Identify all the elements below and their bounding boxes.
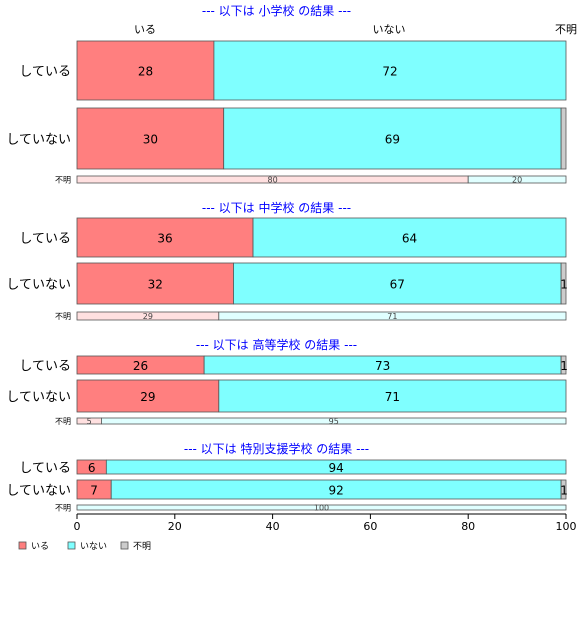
bar-segment <box>223 107 562 170</box>
top-column-label: いない <box>373 23 406 36</box>
data-label: 29 <box>140 390 155 404</box>
panel-title: --- 以下は 特別支援学校 の結果 --- <box>184 441 369 456</box>
data-label: 71 <box>385 390 400 404</box>
data-label: 7 <box>90 484 98 498</box>
top-column-label: いる <box>134 23 156 36</box>
row-label: 不明 <box>55 176 71 185</box>
data-label: 67 <box>390 278 405 292</box>
data-label: 29 <box>143 312 153 321</box>
data-label: 30 <box>143 133 158 147</box>
row-label: 不明 <box>55 312 71 321</box>
legend-swatch <box>67 541 76 550</box>
row-label: していない <box>6 484 71 499</box>
panel-title: --- 以下は 高等学校 の結果 --- <box>196 337 357 352</box>
row-label: していない <box>6 390 71 405</box>
bar-segment <box>76 40 215 101</box>
data-label: 1 <box>560 484 568 498</box>
x-tick-label: 100 <box>556 520 577 533</box>
data-label: 20 <box>512 176 522 185</box>
x-tick-label: 60 <box>363 520 377 533</box>
data-label: 69 <box>385 133 400 147</box>
data-label: 1 <box>560 278 568 292</box>
top-column-label: 不明 <box>555 23 577 36</box>
legend-swatch <box>120 541 129 550</box>
row-label: している <box>19 359 71 374</box>
data-label: 72 <box>382 65 397 79</box>
data-label: 26 <box>133 359 148 373</box>
data-label: 1 <box>560 359 568 373</box>
bar-segment <box>560 262 567 305</box>
legend-label: 不明 <box>133 541 151 552</box>
row-label: している <box>19 65 71 80</box>
data-label: 73 <box>375 359 390 373</box>
data-label: 100 <box>314 504 329 513</box>
x-tick-label: 20 <box>168 520 182 533</box>
data-label: 28 <box>138 65 153 79</box>
x-tick-label: 80 <box>461 520 475 533</box>
row-label: 不明 <box>55 417 71 426</box>
row-label: している <box>19 232 71 247</box>
data-label: 36 <box>157 232 172 246</box>
legend-label: いない <box>80 541 107 552</box>
data-label: 95 <box>329 417 339 426</box>
row-label: 不明 <box>55 504 71 513</box>
bar-segment <box>213 40 567 101</box>
bar-segment <box>218 311 567 321</box>
bar-segment <box>76 262 234 305</box>
data-label: 71 <box>387 312 397 321</box>
x-tick-label: 40 <box>266 520 280 533</box>
data-label: 80 <box>268 176 278 185</box>
bar-segment <box>467 175 567 184</box>
row-label: している <box>19 461 71 476</box>
panel-title: --- 以下は 小学校 の結果 --- <box>202 3 351 18</box>
bar-segment <box>560 479 567 500</box>
bar-segment <box>233 262 562 305</box>
data-label: 92 <box>329 484 344 498</box>
bar-segment <box>560 107 567 170</box>
data-label: 94 <box>329 461 344 475</box>
legend-label: いる <box>31 541 49 552</box>
panel-title: --- 以下は 中学校 の結果 --- <box>202 200 351 215</box>
bar-segment <box>76 379 220 413</box>
bar-segment <box>76 504 567 511</box>
bar-segment <box>101 417 567 425</box>
data-label: 32 <box>148 278 163 292</box>
bar-segment <box>105 459 567 475</box>
bar-segment <box>252 217 567 258</box>
row-label: していない <box>6 278 71 293</box>
row-label: していない <box>6 133 71 148</box>
data-label: 6 <box>88 461 96 475</box>
data-label: 5 <box>87 417 92 426</box>
bar-segment <box>560 355 567 375</box>
bar-segment <box>218 379 567 413</box>
bar-segment <box>76 107 225 170</box>
data-label: 64 <box>402 232 417 246</box>
legend-swatch <box>18 541 27 550</box>
bar-segment <box>76 217 254 258</box>
x-tick-label: 0 <box>74 520 81 533</box>
